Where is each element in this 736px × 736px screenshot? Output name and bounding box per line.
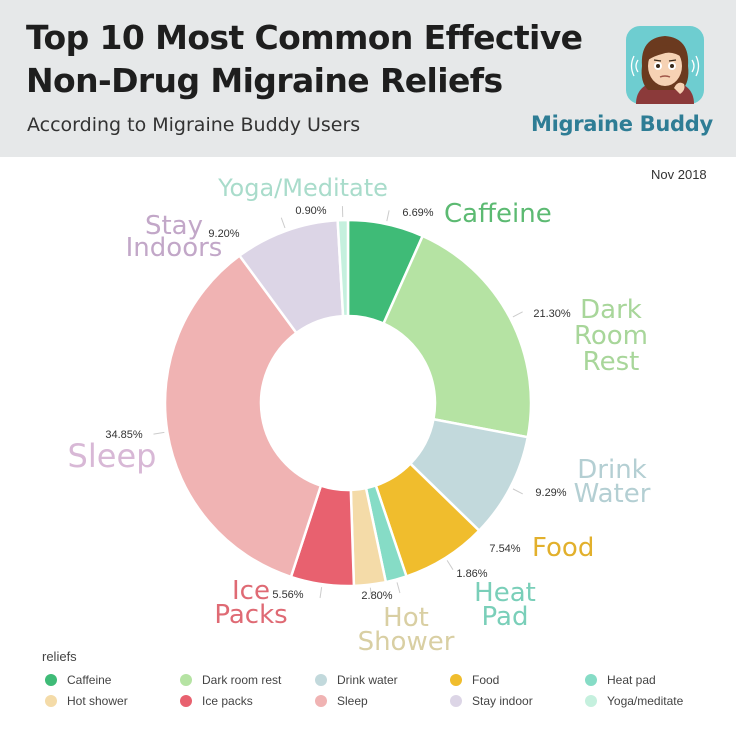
legend-swatch xyxy=(315,674,327,686)
legend-swatch xyxy=(315,695,327,707)
legend-item-drink-water: Drink water xyxy=(315,672,398,688)
header-banner: Top 10 Most Common Effective Non-Drug Mi… xyxy=(0,0,736,157)
leader-line-caffeine xyxy=(386,210,390,222)
leader-line-ice-packs xyxy=(319,587,323,599)
pct-label-yoga-meditate: 0.90% xyxy=(295,205,326,217)
chart-date: Nov 2018 xyxy=(651,167,707,182)
legend-item-heat-pad: Heat pad xyxy=(585,672,656,688)
brand-name: Migraine Buddy xyxy=(531,112,713,136)
legend-label: Dark room rest xyxy=(202,673,282,687)
category-label-dark-room-rest: Dark Room Rest xyxy=(574,295,648,377)
category-label-hot-shower: Hot Shower xyxy=(358,603,455,657)
leader-line-hot-shower xyxy=(369,587,373,599)
legend-swatch xyxy=(180,695,192,707)
legend-item-dark-room-rest: Dark room rest xyxy=(180,672,281,688)
pct-label-heat-pad: 1.86% xyxy=(456,568,487,580)
leader-line-food xyxy=(446,560,454,570)
pct-label-dark-room-rest: 21.30% xyxy=(533,308,571,320)
title-line-1: Top 10 Most Common Effective xyxy=(26,18,583,57)
legend-swatch xyxy=(450,695,462,707)
pct-label-drink-water: 9.29% xyxy=(535,487,566,499)
legend-label: Heat pad xyxy=(607,673,656,687)
slice-dark-room-rest xyxy=(381,234,533,439)
legend-label: Yoga/meditate xyxy=(607,694,684,708)
legend-label: Sleep xyxy=(337,694,368,708)
legend-item-yoga-meditate: Yoga/meditate xyxy=(585,693,683,709)
legend-label: Caffeine xyxy=(67,673,112,687)
leader-line-stay-indoor xyxy=(280,217,286,229)
legend-label: Food xyxy=(472,673,500,687)
chart-title: Top 10 Most Common Effective Non-Drug Mi… xyxy=(26,16,583,102)
pct-label-ice-packs: 5.56% xyxy=(272,589,303,601)
chart-subtitle: According to Migraine Buddy Users xyxy=(27,114,361,136)
category-label-drink-water: Drink Water xyxy=(574,455,651,509)
legend-swatch xyxy=(45,695,57,707)
category-label-caffeine: Caffeine xyxy=(444,199,552,229)
title-line-2: Non-Drug Migraine Reliefs xyxy=(26,61,503,100)
category-label-heat-pad: Heat Pad xyxy=(474,578,536,632)
legend-label: Stay indoor xyxy=(472,694,533,708)
category-label-food: Food xyxy=(532,533,594,563)
legend-swatch xyxy=(585,695,597,707)
slice-sleep xyxy=(163,253,323,579)
leader-line-dark-room-rest xyxy=(512,311,523,318)
legend-item-sleep: Sleep xyxy=(315,693,368,709)
legend-label: Drink water xyxy=(337,673,398,687)
slice-yoga-meditate xyxy=(336,218,350,318)
category-label-ice-packs: Ice Packs xyxy=(214,576,287,630)
category-label-sleep: Sleep xyxy=(68,437,157,475)
category-label-stay-indoor: Stay Indoors xyxy=(126,211,223,263)
legend-item-stay-indoor: Stay indoor xyxy=(450,693,533,709)
category-label-yoga-meditate: Yoga/Meditate xyxy=(217,174,388,202)
legend-swatch xyxy=(180,674,192,686)
legend-item-caffeine: Caffeine xyxy=(45,672,111,688)
legend-item-food: Food xyxy=(450,672,499,688)
pct-label-sleep: 34.85% xyxy=(105,429,143,441)
legend-title: reliefs xyxy=(42,649,77,664)
legend-swatch xyxy=(450,674,462,686)
pct-label-food: 7.54% xyxy=(489,543,520,555)
legend-label: Ice packs xyxy=(202,694,253,708)
pct-label-hot-shower: 2.80% xyxy=(361,590,392,602)
pct-label-caffeine: 6.69% xyxy=(402,207,433,219)
legend-label: Hot shower xyxy=(67,694,128,708)
legend-item-ice-packs: Ice packs xyxy=(180,693,253,709)
leader-line-sleep xyxy=(153,431,165,435)
cartoon-woman-migraine-icon xyxy=(626,26,704,104)
leader-line-heat-pad xyxy=(396,582,401,594)
leader-line-drink-water xyxy=(512,488,523,495)
legend-item-hot-shower: Hot shower xyxy=(45,693,128,709)
legend-swatch xyxy=(585,674,597,686)
pct-label-stay-indoor: 9.20% xyxy=(208,228,239,240)
legend-swatch xyxy=(45,674,57,686)
